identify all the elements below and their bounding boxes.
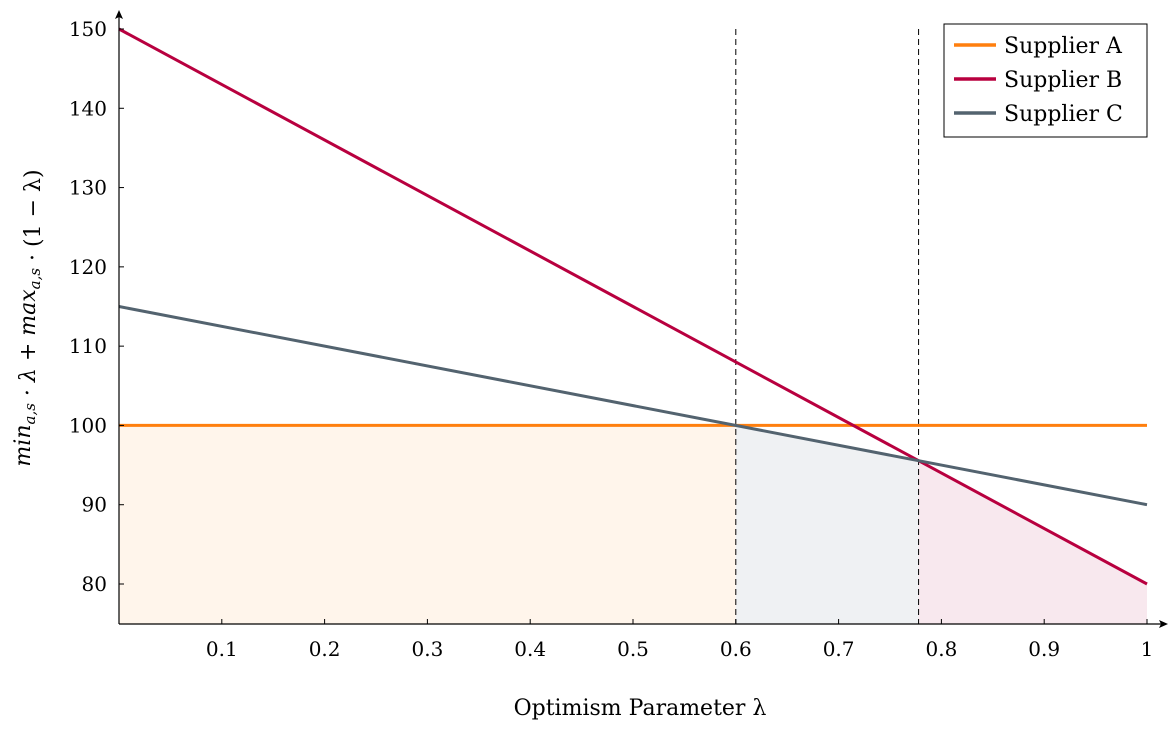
x-tick-label: 0.5 <box>617 637 649 661</box>
shaded-region-1 <box>119 425 736 624</box>
x-tick-label: 0.4 <box>514 637 546 661</box>
shaded-region-3 <box>918 460 1147 624</box>
dashed-lines <box>735 29 920 624</box>
x-tick-label: 0.9 <box>1028 637 1060 661</box>
y-tick-label: 120 <box>69 255 107 279</box>
y-tick-label: 80 <box>82 572 107 596</box>
legend-label: Supplier A <box>1004 34 1123 59</box>
x-tick-label: 0.3 <box>411 637 443 661</box>
y-tick-label: 150 <box>69 17 107 41</box>
y-ticks: 80 90 100 110 120 130 140 150 <box>69 17 124 596</box>
series-lines <box>118 27 1148 586</box>
shaded-regions <box>119 425 1147 624</box>
x-ticks: 0.1 0.2 0.3 0.4 0.5 0.6 0.7 0.8 0.9 1 <box>206 619 1153 661</box>
y-tick-label: 110 <box>69 334 107 358</box>
legend-box <box>943 23 1148 138</box>
legend-label: Supplier C <box>1004 102 1123 127</box>
x-tick-label: 1 <box>1141 637 1154 661</box>
shaded-region-2 <box>735 425 919 624</box>
y-tick-label: 90 <box>82 493 107 517</box>
x-tick-label: 0.7 <box>823 637 855 661</box>
axes <box>115 10 1168 628</box>
x-axis-label: Optimism Parameter λ <box>514 696 767 721</box>
y-tick-label: 140 <box>69 96 107 120</box>
series-line-supplier-c <box>118 305 1148 507</box>
y-tick-label: 130 <box>69 176 107 200</box>
x-tick-label: 0.2 <box>309 637 341 661</box>
legend-label: Supplier B <box>1004 68 1122 93</box>
x-tick-label: 0.6 <box>720 637 752 661</box>
y-tick-label: 100 <box>69 413 107 437</box>
x-tick-label: 0.8 <box>925 637 957 661</box>
y-axis-arrow-icon <box>115 10 123 19</box>
legend: Supplier A Supplier B Supplier C <box>943 23 1148 138</box>
series-line-supplier-b <box>118 27 1148 586</box>
x-axis-arrow-icon <box>1159 620 1168 628</box>
x-tick-label: 0.1 <box>206 637 238 661</box>
y-axis-label: mina,s · λ + maxa,s · (1 − λ) <box>11 169 46 466</box>
